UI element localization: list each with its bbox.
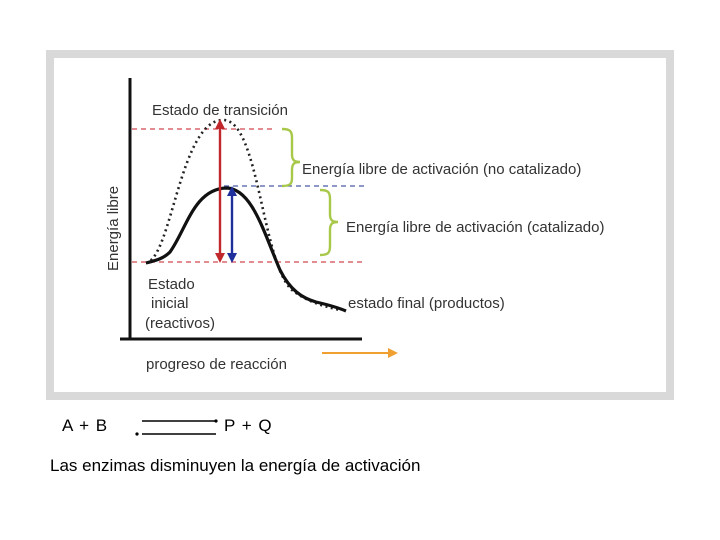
initial-state-label-1: Estado — [148, 276, 195, 293]
transition-state-label: Estado de transición — [152, 102, 288, 119]
uncatalyzed-brace — [281, 127, 301, 188]
catalyzed-curve — [145, 186, 347, 313]
x-axis-label: progreso de reacción — [146, 356, 287, 373]
y-axis-label: Energía libre — [105, 186, 122, 271]
caption: Las enzimas disminuyen la energía de act… — [50, 456, 421, 475]
reaction-arrow — [135, 419, 218, 436]
reaction-equation: A + B P + Q — [62, 416, 362, 438]
energy-diagram: Energía libre Estado de transición Energ… — [105, 78, 604, 373]
diagram-frame: Energía libre Estado de transición Energ… — [46, 50, 674, 400]
catalyzed-brace — [319, 188, 339, 257]
products-text: P + Q — [224, 416, 273, 435]
diagram-panel: Energía libre Estado de transición Energ… — [54, 58, 666, 392]
initial-state-label-2: inicial — [151, 295, 189, 312]
reactants-text: A + B — [62, 416, 109, 435]
initial-state-label-3: (reactivos) — [145, 315, 215, 332]
final-state-label: estado final (productos) — [348, 295, 505, 312]
catalyzed-label: Energía libre de activación (catalizado) — [346, 219, 604, 236]
uncatalyzed-label: Energía libre de activación (no cataliza… — [302, 161, 581, 178]
